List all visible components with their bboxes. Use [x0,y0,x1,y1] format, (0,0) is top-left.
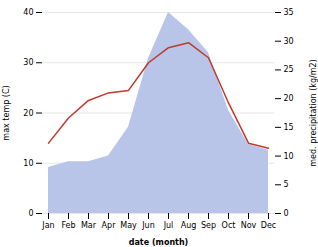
svg-text:10: 10 [23,159,33,168]
svg-text:Jan: Jan [41,221,54,230]
svg-text:30: 30 [23,58,33,67]
svg-text:Feb: Feb [61,221,75,230]
svg-text:10: 10 [284,152,294,161]
svg-text:Sep: Sep [201,221,216,230]
svg-text:Jun: Jun [141,221,155,230]
svg-text:15: 15 [284,123,294,132]
svg-text:40: 40 [23,8,33,17]
svg-text:5: 5 [284,180,289,189]
svg-text:date (month): date (month) [129,238,189,247]
svg-text:max temp (C): max temp (C) [2,85,11,140]
svg-text:Dec: Dec [261,221,276,230]
svg-text:May: May [120,221,137,230]
svg-text:Oct: Oct [222,221,236,230]
svg-text:Apr: Apr [102,221,117,230]
svg-text:35: 35 [284,8,294,17]
svg-text:Aug: Aug [181,221,197,230]
svg-text:0: 0 [284,209,289,218]
svg-text:Jul: Jul [163,221,174,230]
svg-text:20: 20 [23,109,33,118]
svg-text:20: 20 [284,94,294,103]
svg-text:Nov: Nov [241,221,257,230]
svg-text:med. precipitation (kg/m2): med. precipitation (kg/m2) [309,59,318,166]
svg-text:30: 30 [284,37,294,46]
svg-text:Mar: Mar [81,221,97,230]
svg-text:0: 0 [28,209,33,218]
svg-text:25: 25 [284,65,294,74]
